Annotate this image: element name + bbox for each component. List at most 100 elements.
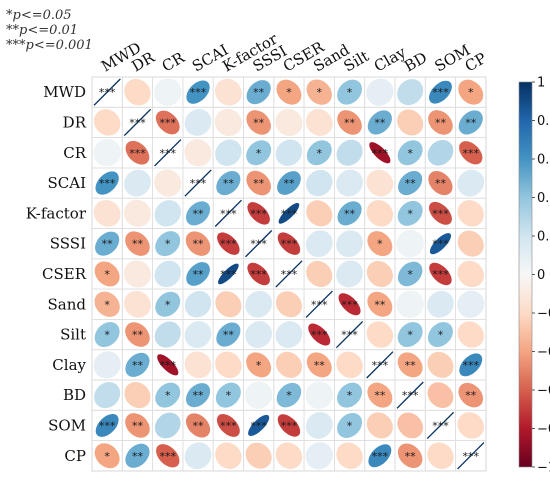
- diagonal-line: [214, 199, 242, 227]
- correlation-ellipse: [95, 231, 120, 256]
- correlation-ellipse: [305, 412, 333, 439]
- correlation-ellipse: [458, 110, 483, 135]
- row-label: CSER: [42, 265, 87, 283]
- correlation-ellipse: [397, 322, 423, 348]
- correlation-ellipse: [123, 260, 152, 288]
- significance-stars: *: [407, 147, 413, 160]
- significance-stars: *: [347, 419, 353, 432]
- significance-stars: **: [344, 116, 356, 129]
- correlation-ellipse: [216, 170, 241, 196]
- significance-stars: ***: [190, 86, 207, 99]
- correlation-ellipse: [427, 290, 454, 318]
- significance-stars: **: [435, 116, 447, 129]
- significance-stars: ***: [220, 419, 237, 432]
- diagonal-line: [184, 169, 212, 197]
- correlation-ellipse: [218, 263, 239, 285]
- significance-stars: *: [407, 329, 413, 342]
- correlation-ellipse: [459, 141, 483, 165]
- correlation-ellipse: [396, 229, 424, 258]
- correlation-ellipse: [275, 351, 302, 378]
- significance-stars: **: [374, 116, 386, 129]
- correlation-ellipse: [125, 352, 150, 377]
- correlation-ellipse: [366, 260, 393, 287]
- correlation-ellipse: [306, 79, 332, 105]
- significance-stars: ***: [220, 238, 237, 251]
- row-label: CP: [64, 447, 86, 465]
- significance-stars: ***: [250, 419, 267, 432]
- significance-stars: *: [104, 450, 110, 463]
- significance-stars: ***: [372, 450, 389, 463]
- correlation-ellipse: [246, 170, 271, 196]
- significance-stars: ***: [220, 268, 237, 281]
- correlation-ellipse: [185, 201, 211, 226]
- correlation-ellipse: [427, 322, 453, 348]
- correlation-ellipse: [337, 79, 363, 105]
- significance-stars: *: [347, 389, 353, 402]
- correlation-ellipse: [244, 381, 273, 409]
- correlation-ellipse: [246, 352, 272, 378]
- significance-stars: *: [104, 298, 110, 311]
- significance-stars: ***: [463, 450, 480, 463]
- correlation-ellipse: [185, 413, 211, 438]
- correlation-ellipse: [457, 230, 484, 257]
- correlation-ellipse: [94, 382, 121, 409]
- colorbar-tick-label: 0: [537, 268, 545, 283]
- significance-stars: *: [347, 86, 353, 99]
- diagonal-line: [154, 139, 182, 167]
- correlation-ellipse: [123, 199, 152, 227]
- correlation-ellipse: [277, 232, 301, 255]
- row-label: BD: [63, 386, 86, 404]
- correlation-ellipse: [397, 109, 424, 136]
- significance-stars: ***: [432, 86, 449, 99]
- colorbar-tick-label: 0.2: [537, 230, 550, 245]
- significance-stars: ***: [281, 207, 298, 220]
- correlation-ellipse: [246, 140, 272, 166]
- significance-stars: *: [104, 329, 110, 342]
- correlation-ellipse: [366, 412, 393, 439]
- significance-stars: **: [253, 177, 265, 190]
- correlation-ellipse: [184, 139, 212, 167]
- correlation-ellipse: [278, 203, 300, 224]
- correlation-ellipse: [306, 140, 332, 166]
- significance-stars: ***: [250, 268, 267, 281]
- correlation-ellipse: [184, 351, 212, 379]
- correlation-ellipse: [125, 322, 150, 347]
- significance-stars: *: [104, 268, 110, 281]
- correlation-ellipse: [368, 444, 392, 468]
- row-label: Clay: [52, 356, 86, 374]
- significance-stars: **: [253, 86, 265, 99]
- correlation-ellipse: [457, 290, 485, 318]
- correlation-ellipse: [428, 201, 452, 225]
- correlation-ellipse: [428, 110, 453, 135]
- correlation-ellipse: [247, 262, 270, 286]
- correlation-ellipse: [216, 413, 240, 437]
- significance-stars: *: [468, 86, 474, 99]
- correlation-ellipse: [337, 382, 363, 408]
- correlation-ellipse: [457, 169, 485, 197]
- significance-stars: **: [405, 450, 417, 463]
- correlation-ellipse: [154, 412, 181, 439]
- correlation-ellipse: [245, 442, 272, 469]
- significance-stars: ***: [99, 419, 116, 432]
- correlation-ellipse: [124, 78, 151, 106]
- significance-stars: *: [407, 207, 413, 220]
- correlation-ellipse: [93, 138, 121, 167]
- column-label: BD: [401, 48, 430, 75]
- significance-stars: *: [407, 268, 413, 281]
- correlation-ellipse: [367, 291, 393, 317]
- correlation-ellipse: [125, 443, 150, 468]
- row-label: MWD: [43, 83, 86, 101]
- significance-stars: *: [286, 389, 292, 402]
- significance-legend-item: ***p<=0.001: [6, 38, 146, 53]
- correlation-ellipse: [397, 140, 423, 166]
- correlation-ellipse: [429, 233, 452, 255]
- correlation-ellipse: [276, 79, 302, 105]
- correlation-ellipse: [93, 351, 121, 379]
- correlation-ellipse: [336, 230, 363, 258]
- correlation-ellipse: [214, 78, 242, 106]
- significance-stars: ***: [99, 86, 116, 99]
- significance-stars: **: [465, 116, 477, 129]
- correlation-ellipse: [154, 200, 181, 227]
- correlation-ellipse: [367, 110, 392, 135]
- correlation-ellipse: [125, 231, 150, 256]
